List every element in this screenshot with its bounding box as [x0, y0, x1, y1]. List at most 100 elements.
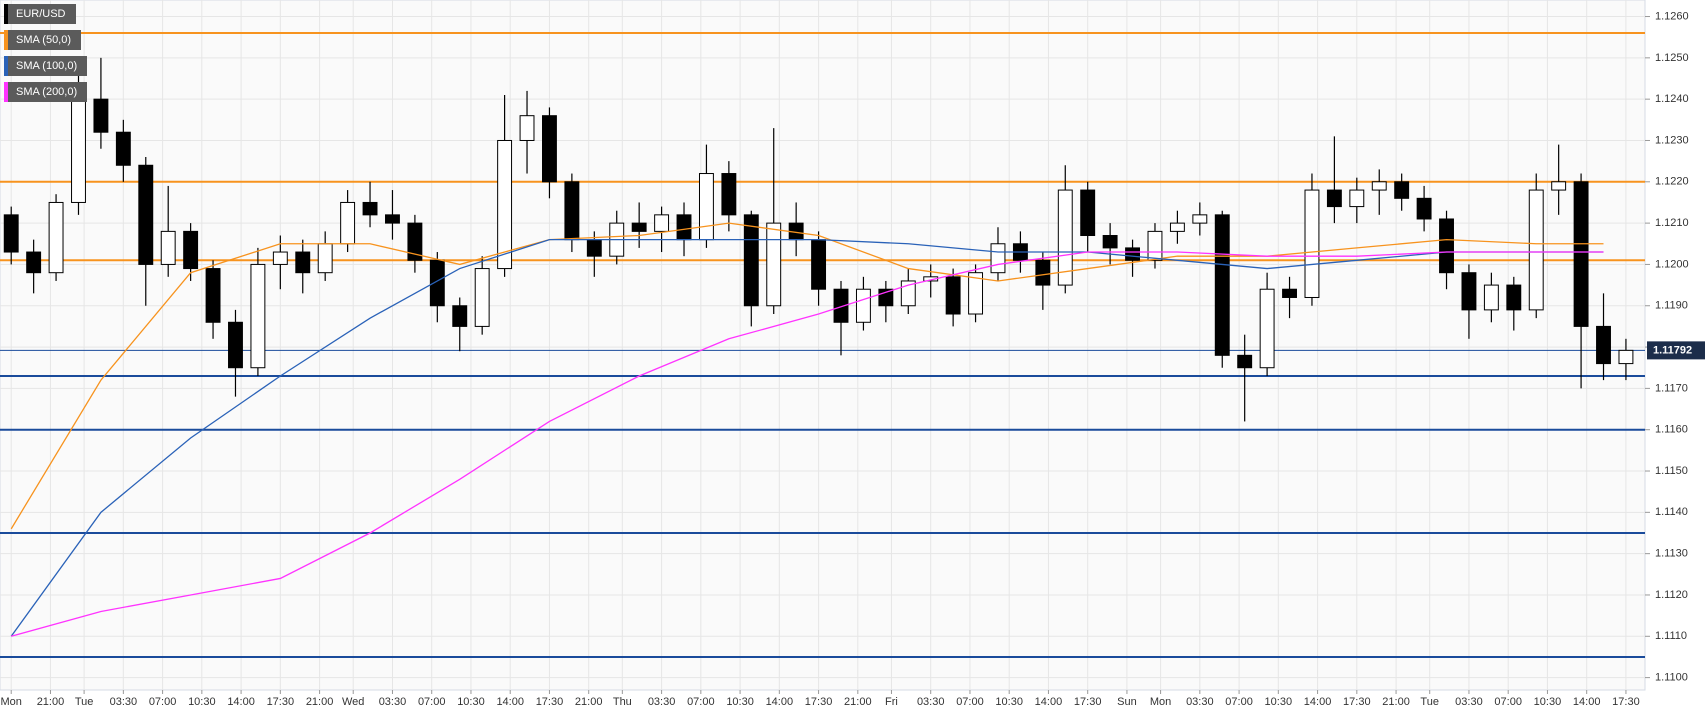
x-tick-label: 21:00 [306, 696, 334, 708]
candle-body [183, 230, 199, 270]
x-tick-label: 21:00 [1382, 696, 1410, 708]
x-tick-label: Tue [1420, 696, 1439, 708]
candle-body [1192, 214, 1208, 224]
candle-body [1618, 349, 1634, 365]
last-price-label: 1.11792 [1653, 344, 1692, 356]
candle-body [160, 230, 176, 265]
y-tick-label: 1.1200 [1655, 258, 1689, 270]
candle-body [26, 251, 42, 274]
y-tick-label: 1.1150 [1655, 465, 1688, 477]
candle-body [1528, 189, 1544, 311]
y-tick-label: 1.1140 [1655, 506, 1688, 518]
x-tick-label: 14:00 [1304, 696, 1332, 708]
x-tick-label: 14:00 [766, 696, 794, 708]
x-tick-label: 14:00 [1035, 696, 1063, 708]
candle-body [205, 268, 221, 323]
candle-body [586, 239, 602, 257]
x-tick-label: 14:00 [227, 696, 255, 708]
candle-body [93, 98, 109, 133]
x-tick-label: 07:00 [1225, 696, 1253, 708]
candle-body [743, 214, 759, 307]
x-tick-label: 10:30 [188, 696, 216, 708]
sma-line [10, 238, 1604, 637]
candle-body [1483, 284, 1499, 311]
x-tick-label: 07:00 [1494, 696, 1522, 708]
x-tick-label: 17:30 [536, 696, 564, 708]
y-tick-label: 1.1230 [1655, 134, 1689, 146]
x-tick-label: 10:30 [726, 696, 754, 708]
candle-body [474, 268, 490, 327]
x-tick-label: 17:30 [805, 696, 833, 708]
candle-body [1304, 189, 1320, 298]
x-tick-label: 03:30 [379, 696, 407, 708]
legend-swatch [4, 56, 8, 76]
candle-body [362, 201, 378, 216]
x-tick-label: 07:00 [418, 696, 446, 708]
x-tick-label: 14:00 [496, 696, 524, 708]
candle-body [1147, 230, 1163, 261]
legend-item: SMA (50,0) [4, 30, 82, 50]
y-tick-label: 1.1130 [1655, 548, 1688, 560]
candle-body [1035, 259, 1051, 286]
candle-body [429, 259, 445, 307]
candle-body [1125, 247, 1141, 261]
candle-body [945, 276, 961, 315]
legend: EUR/USD SMA (50,0) SMA (100,0) SMA (200,0) [4, 4, 88, 108]
x-tick-label: 03:30 [917, 696, 945, 708]
candle-body [3, 214, 19, 253]
candle-body [115, 131, 131, 166]
candle-body [452, 305, 468, 327]
candle-body [1416, 197, 1432, 220]
candle-body [1237, 354, 1253, 369]
candle-body [811, 239, 827, 290]
legend-item: SMA (200,0) [4, 82, 88, 102]
candle-body [1506, 284, 1522, 311]
candle-body [990, 243, 1006, 274]
legend-label: SMA (100,0) [16, 60, 78, 72]
candle-body [676, 214, 692, 241]
x-tick-label: 03:30 [1186, 696, 1214, 708]
plot-area [0, 0, 1646, 691]
axes: 1.1100 1.1110 1.1120 1.1130 1.1140 1.1150 1.11… [1, 10, 1705, 708]
x-tick-label: 21:00 [575, 696, 603, 708]
x-tick-label: Thu [613, 696, 632, 708]
sma-line [11, 251, 1604, 637]
legend-label: SMA (200,0) [16, 86, 78, 98]
x-tick-label: 17:30 [1343, 696, 1371, 708]
legend-label: SMA (50,0) [16, 34, 72, 46]
y-tick-label: 1.1250 [1655, 52, 1689, 64]
levels [0, 32, 1645, 658]
x-tick-label: 17:30 [1074, 696, 1102, 708]
sma-line [10, 222, 1604, 530]
candle-body [833, 288, 849, 323]
moving-averages [10, 222, 1604, 637]
candle-body [497, 139, 513, 270]
x-tick-label: 10:30 [1534, 696, 1562, 708]
last-price-box [1647, 341, 1705, 360]
candle-body [1596, 325, 1611, 365]
y-tick-label: 1.1210 [1655, 217, 1689, 229]
candle-body [968, 272, 984, 315]
x-tick-label: 14:00 [1573, 696, 1601, 708]
x-tick-label: 07:00 [687, 696, 715, 708]
candle-body [317, 243, 333, 274]
x-tick-label: 10:30 [995, 696, 1023, 708]
candle-body [340, 201, 356, 245]
y-tick-label: 1.1100 [1655, 672, 1688, 684]
candle-body [1282, 288, 1297, 298]
candle-body [295, 251, 311, 274]
legend-swatch [4, 4, 8, 24]
candle-body [542, 115, 557, 183]
x-tick-label: 03:30 [110, 696, 138, 708]
x-tick-label: 07:00 [149, 696, 177, 708]
y-tick-label: 1.1220 [1655, 176, 1689, 188]
x-tick-label: 03:30 [1455, 696, 1483, 708]
x-tick-label: 21:00 [37, 696, 65, 708]
candle-body [1573, 181, 1589, 327]
candle-body [1102, 235, 1118, 249]
candle-body [721, 173, 737, 216]
x-tick-label: Fri [885, 696, 898, 708]
candle-body [407, 222, 423, 261]
